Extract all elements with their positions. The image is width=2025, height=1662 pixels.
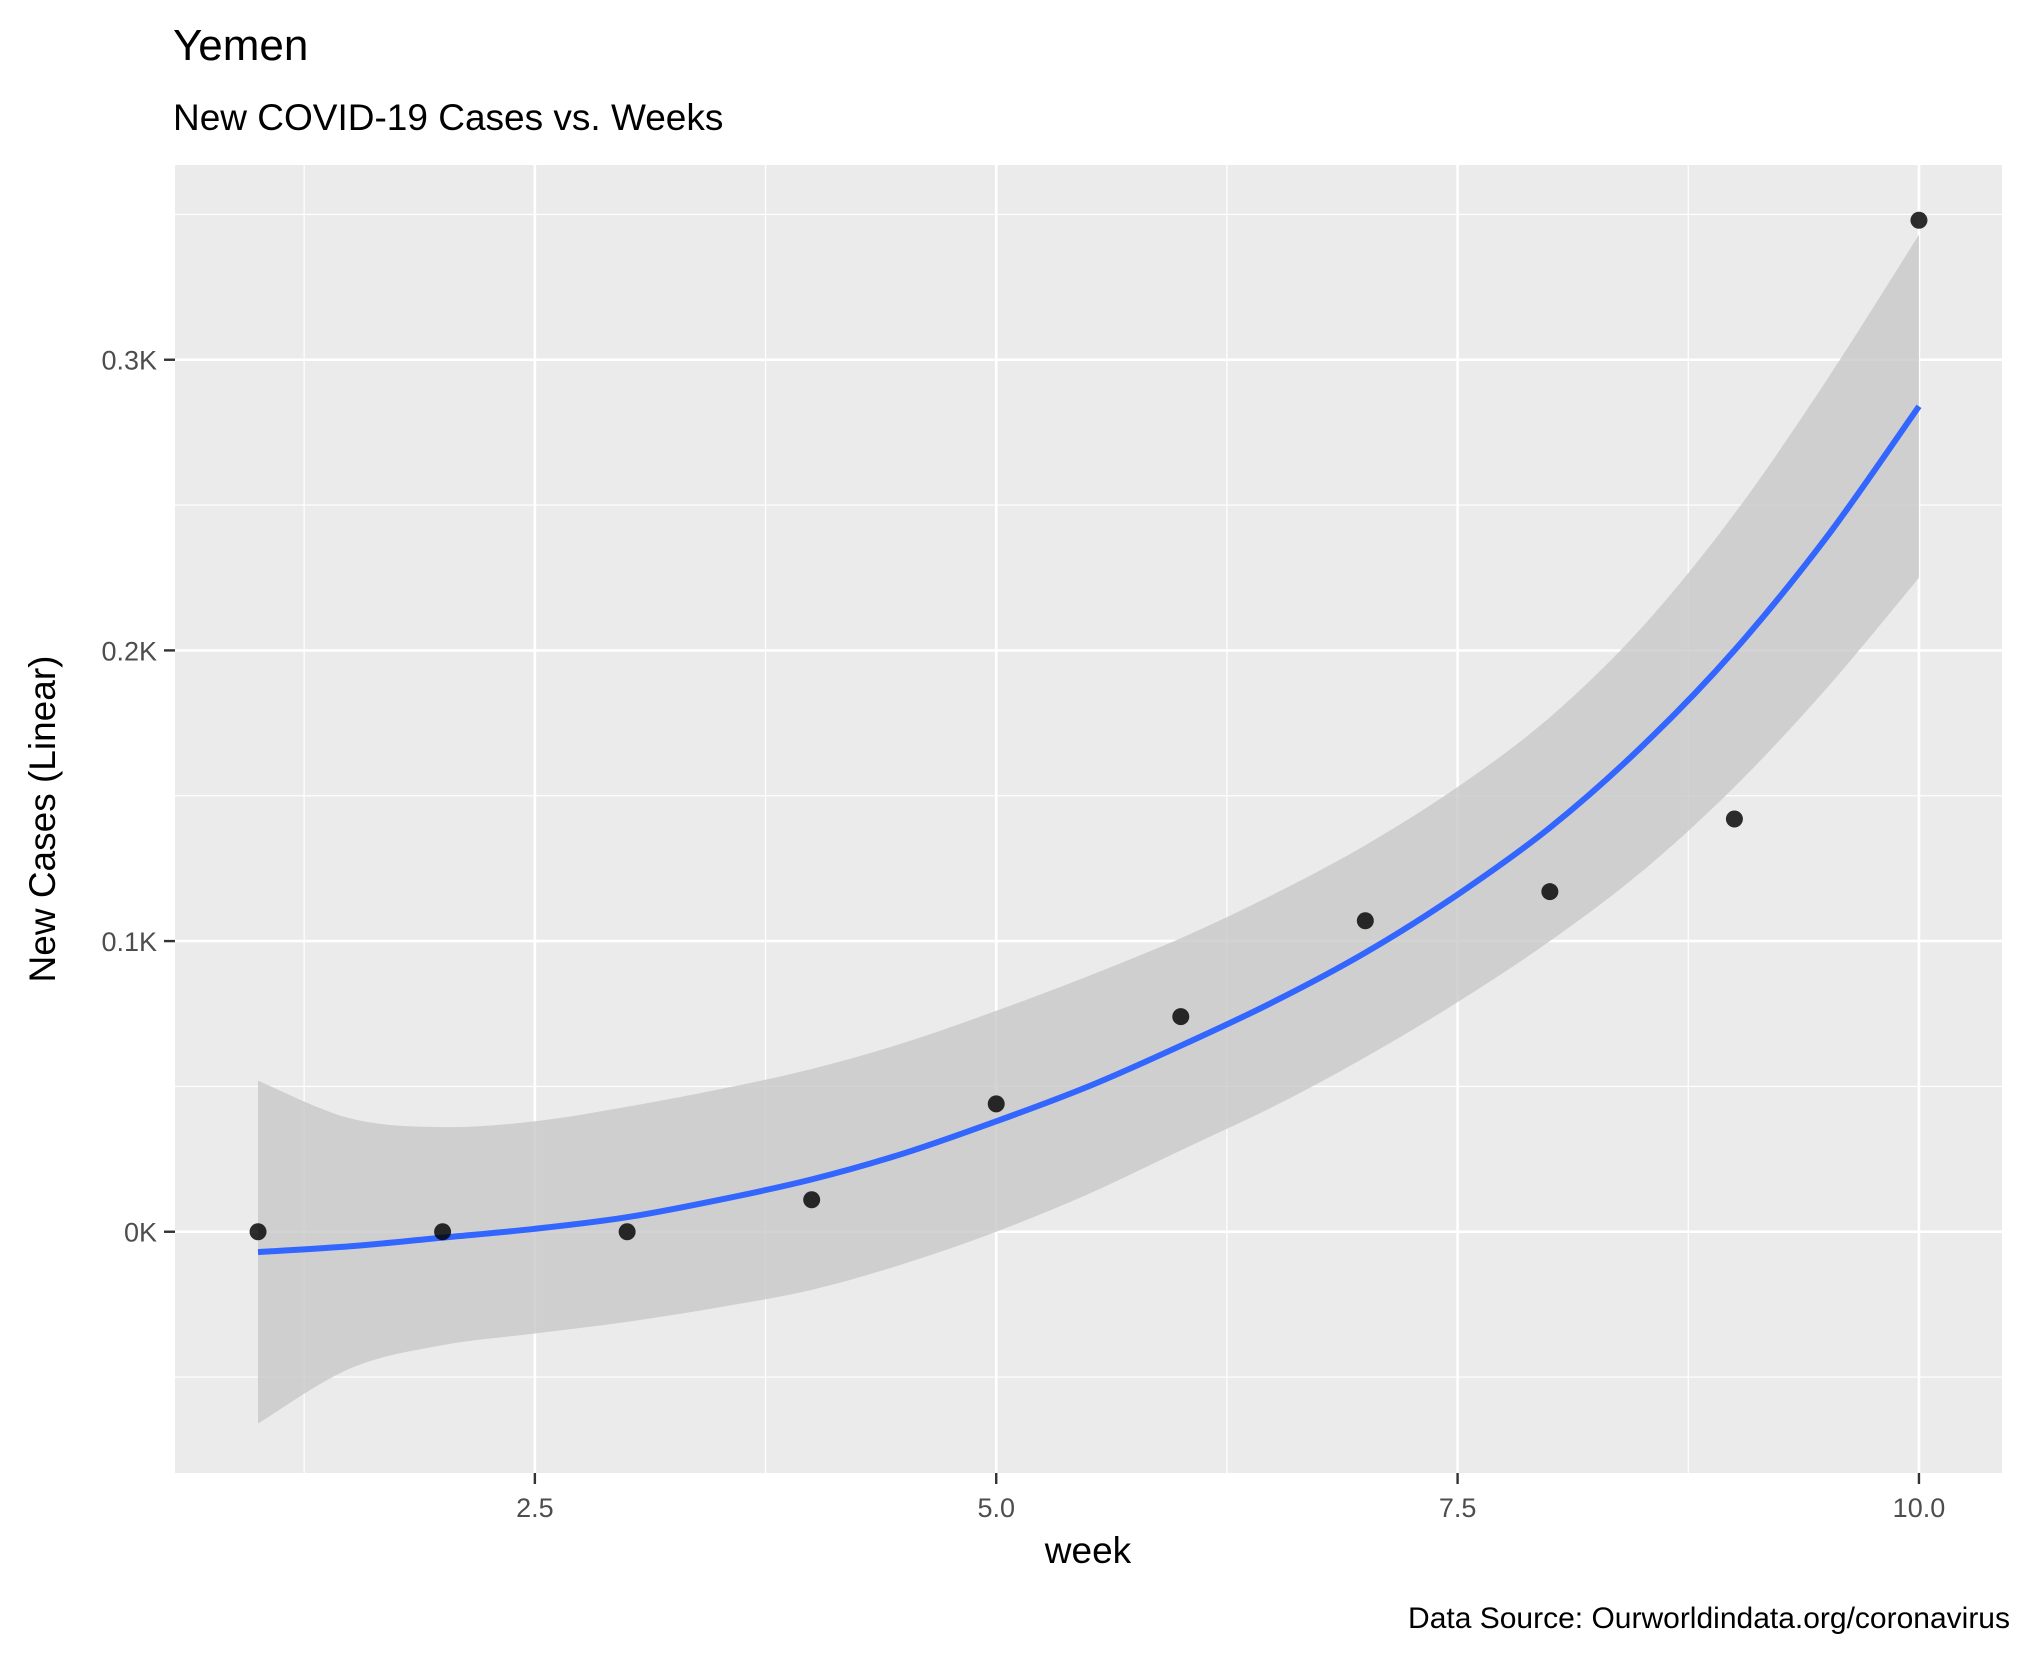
y-axis-title: New Cases (Linear) xyxy=(22,656,63,983)
data-point xyxy=(434,1223,452,1241)
data-points xyxy=(249,211,1928,1241)
data-point xyxy=(803,1191,821,1209)
smooth-line xyxy=(257,404,1922,1256)
y-tick-label: 0.2K xyxy=(101,636,157,666)
x-tick-label: 7.5 xyxy=(1439,1493,1477,1523)
data-point xyxy=(1910,211,1928,229)
x-tick-label: 5.0 xyxy=(977,1493,1015,1523)
data-point xyxy=(1541,883,1559,901)
y-tick-label: 0K xyxy=(124,1218,157,1248)
chart-subtitle: New COVID-19 Cases vs. Weeks xyxy=(173,97,723,138)
x-axis: 2.5 5.0 7.5 10.0 xyxy=(516,1473,1945,1523)
y-axis: 0K 0.1K 0.2K 0.3K xyxy=(101,346,175,1248)
y-tick-label: 0.1K xyxy=(101,927,157,957)
x-axis-title: week xyxy=(1044,1530,1132,1571)
data-point xyxy=(1356,912,1374,930)
x-tick-label: 10.0 xyxy=(1893,1493,1946,1523)
x-tick-label: 2.5 xyxy=(516,1493,554,1523)
chart-title: Yemen xyxy=(173,21,308,70)
data-point xyxy=(987,1095,1005,1113)
data-point xyxy=(249,1223,267,1241)
data-point xyxy=(618,1223,636,1241)
confidence-ribbon xyxy=(258,234,1919,1424)
data-point xyxy=(1172,1008,1190,1026)
data-source-caption: Data Source: Ourworldindata.org/coronavi… xyxy=(1408,1602,2010,1635)
y-tick-label: 0.3K xyxy=(101,346,157,376)
data-point xyxy=(1725,810,1743,828)
